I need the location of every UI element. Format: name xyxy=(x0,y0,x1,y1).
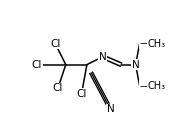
Text: —: — xyxy=(140,39,150,49)
Text: N: N xyxy=(107,104,114,114)
Text: Cl: Cl xyxy=(32,60,42,70)
Text: CH₃: CH₃ xyxy=(147,81,166,91)
Text: Cl: Cl xyxy=(53,83,63,93)
Text: N: N xyxy=(132,60,139,70)
Text: N: N xyxy=(99,52,107,62)
Text: CH₃: CH₃ xyxy=(147,39,166,49)
Text: —: — xyxy=(140,81,150,91)
Text: Cl: Cl xyxy=(76,89,87,99)
Text: Cl: Cl xyxy=(50,39,61,49)
